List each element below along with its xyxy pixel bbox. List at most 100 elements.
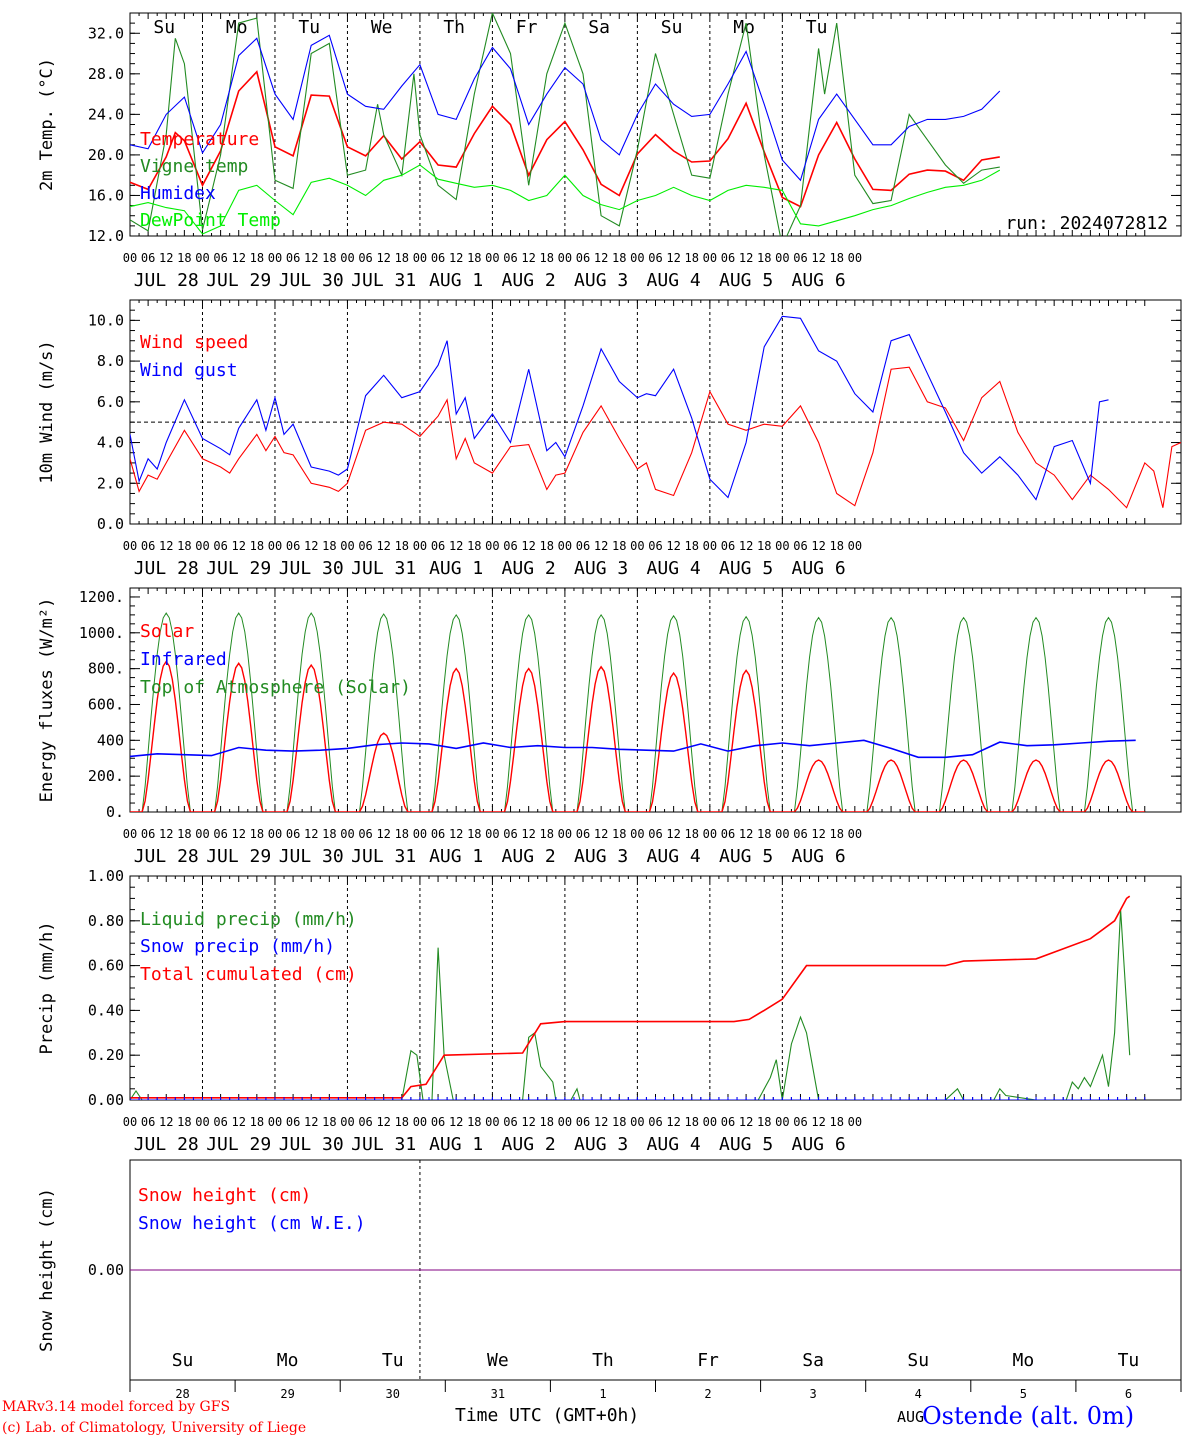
hour-label: 00 (485, 827, 499, 841)
date-label: AUG 2 (502, 270, 556, 291)
hour-label: 18 (395, 1115, 409, 1129)
hour-label: 00 (340, 251, 354, 265)
hour-label: 00 (558, 827, 572, 841)
series-group (130, 895, 1146, 1100)
y-tick-label: 1000. (79, 624, 124, 642)
legend-entry: Temperature (140, 129, 259, 150)
hour-label: 12 (376, 251, 390, 265)
hour-label: 12 (739, 251, 753, 265)
date-label: AUG 6 (791, 1134, 845, 1155)
y-tick-label: 0.40 (88, 1001, 124, 1019)
hour-label: 06 (286, 251, 300, 265)
hour-label: 06 (503, 1115, 517, 1129)
hour-label: 12 (521, 827, 535, 841)
y-tick-label: 0.00 (88, 1091, 124, 1109)
day-number: 4 (915, 1387, 922, 1401)
hour-label: 18 (540, 827, 554, 841)
hour-label: 00 (485, 539, 499, 553)
hour-label: 06 (286, 1115, 300, 1129)
weekday-label: Tu (806, 17, 828, 38)
hour-label: 12 (594, 1115, 608, 1129)
hour-label: 12 (739, 539, 753, 553)
hour-label: 18 (250, 827, 264, 841)
hour-label: 18 (540, 251, 554, 265)
series-infrared (130, 739, 1136, 759)
date-label: AUG 5 (719, 558, 773, 579)
date-label: JUL 31 (351, 270, 416, 291)
y-tick-label: 8.0 (97, 352, 124, 370)
hour-label: 18 (612, 251, 626, 265)
weekday-label: Fr (697, 1350, 719, 1371)
date-label: AUG 1 (429, 558, 483, 579)
date-label: AUG 5 (719, 1134, 773, 1155)
y-tick-label: 10.0 (88, 311, 124, 329)
weekday-label: Sa (802, 1350, 824, 1371)
legend-entry: Snow height (cm W.E.) (138, 1213, 366, 1234)
hour-label: 06 (141, 251, 155, 265)
hour-label: 12 (811, 539, 825, 553)
hour-label: 06 (213, 539, 227, 553)
hour-label: 18 (540, 539, 554, 553)
footer-lab: (c) Lab. of Climatology, University of L… (2, 1420, 307, 1436)
date-label: JUL 29 (206, 270, 271, 291)
hour-label: 18 (322, 1115, 336, 1129)
hour-label: 18 (829, 539, 843, 553)
hour-label: 00 (848, 251, 862, 265)
hour-label: 06 (141, 827, 155, 841)
hour-label: 00 (413, 539, 427, 553)
date-label: AUG 1 (429, 270, 483, 291)
date-label: JUL 28 (134, 558, 199, 579)
panel-1: 00 06 12 18 00 06 12 18 00 06 12 18 00 06 12 18 00 06 12 18… (37, 12, 1182, 291)
hour-label: 00 (123, 539, 137, 553)
hour-label: 06 (141, 1115, 155, 1129)
hour-label: 12 (449, 827, 463, 841)
hour-label: 18 (250, 251, 264, 265)
hour-label: 06 (648, 827, 662, 841)
y-axis-label: 2m Temp. (°C) (37, 58, 57, 191)
weekday-label: Su (907, 1350, 929, 1371)
hour-label: 00 (558, 251, 572, 265)
hour-label: 18 (829, 251, 843, 265)
series-total-cumulated-cm- (130, 895, 1131, 1099)
hour-label: 18 (685, 827, 699, 841)
station-name: Ostende (alt. 0m) (922, 1402, 1135, 1430)
month-label: AUG (897, 1408, 925, 1426)
y-tick-label: 20.0 (88, 146, 124, 164)
hour-label: 18 (612, 827, 626, 841)
day-number: 3 (810, 1387, 817, 1401)
panel-4: 00 06 12 18 00 06 12 18 00 06 12 18 00 06 12 18 00 06 12 18… (37, 867, 1182, 1155)
date-label: JUL 29 (206, 846, 271, 867)
date-label: AUG 3 (574, 558, 628, 579)
legend-entry: Humidex (140, 183, 216, 204)
hour-label: 06 (503, 827, 517, 841)
hour-label: 06 (358, 539, 372, 553)
y-tick-label: 600. (88, 695, 124, 713)
day-number: 31 (491, 1387, 505, 1401)
weekday-label: Th (443, 17, 465, 38)
hour-label: 12 (811, 251, 825, 265)
hour-label: 06 (141, 539, 155, 553)
weekday-label: Tu (382, 1350, 404, 1371)
date-label: JUL 30 (279, 1134, 344, 1155)
date-label: AUG 2 (502, 846, 556, 867)
hour-label: 06 (213, 1115, 227, 1129)
y-tick-label: 0.60 (88, 957, 124, 975)
date-label: JUL 29 (206, 558, 271, 579)
hour-label: 12 (521, 539, 535, 553)
hour-label: 12 (594, 251, 608, 265)
hour-label: 12 (811, 827, 825, 841)
hour-label: 06 (576, 1115, 590, 1129)
hour-label: 00 (340, 827, 354, 841)
legend-entry: DewPoint Temp (140, 210, 281, 231)
hour-label: 06 (286, 827, 300, 841)
day-number: 6 (1125, 1387, 1132, 1401)
hour-label: 18 (322, 827, 336, 841)
series-group (130, 13, 1001, 236)
hour-label: 00 (413, 1115, 427, 1129)
hour-label: 12 (376, 1115, 390, 1129)
hour-label: 12 (739, 1115, 753, 1129)
footer-model: MARv3.14 model forced by GFS (2, 1399, 231, 1415)
hour-label: 00 (703, 539, 717, 553)
date-label: AUG 5 (719, 846, 773, 867)
